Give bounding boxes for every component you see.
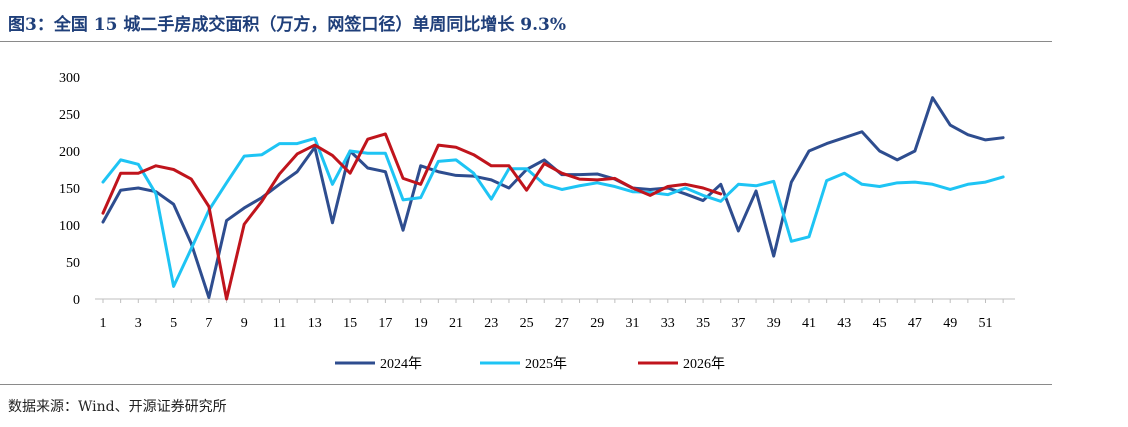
series-line-2 (101, 136, 1005, 288)
x-tick-label: 1 (100, 316, 107, 331)
x-tick-label: 39 (767, 316, 781, 331)
x-tick-label: 25 (520, 316, 534, 331)
series-line-1 (101, 96, 1005, 300)
x-tick-label: 9 (241, 316, 248, 331)
x-tick-label: 11 (273, 316, 286, 331)
x-tick-label: 47 (908, 316, 922, 331)
chart-legend: 2024年 2025年 2026年 (335, 356, 725, 372)
x-tick-label: 27 (555, 316, 569, 331)
y-tick-label: 150 (59, 182, 80, 197)
x-tick-label: 21 (449, 316, 463, 331)
x-tick-label: 31 (626, 316, 640, 331)
top-rule (0, 41, 1052, 42)
y-tick-label: 100 (59, 219, 80, 234)
x-tick-label: 17 (378, 316, 392, 331)
x-tick-label: 41 (802, 316, 816, 331)
legend-label: 2025年 (525, 356, 567, 372)
x-tick-label: 51 (979, 316, 993, 331)
series-line-3 (101, 132, 723, 301)
y-tick-label: 300 (59, 71, 80, 86)
chart-series (101, 96, 1005, 301)
x-tick-label: 37 (731, 316, 745, 331)
y-tick-label: 50 (66, 256, 80, 271)
legend-label: 2026年 (683, 356, 725, 372)
y-tick-label: 200 (59, 145, 80, 160)
x-tick-label: 13 (308, 316, 322, 331)
x-tick-label: 29 (590, 316, 604, 331)
bottom-rule (0, 384, 1052, 385)
x-tick-label: 5 (170, 316, 177, 331)
source-note: 数据来源：Wind、开源证券研究所 (8, 399, 227, 415)
legend-label: 2024年 (380, 356, 422, 372)
x-tick-label: 15 (343, 316, 357, 331)
x-tick-label: 43 (837, 316, 851, 331)
x-tick-label: 7 (205, 316, 212, 331)
chart-title: 图3：全国 15 城二手房成交面积（万方，网签口径）单周同比增长 9.3% (8, 15, 566, 35)
x-tick-label: 49 (943, 316, 957, 331)
x-tick-label: 3 (135, 316, 142, 331)
y-tick-label: 250 (59, 108, 80, 123)
y-tick-label: 0 (73, 293, 80, 308)
x-tick-label: 35 (696, 316, 710, 331)
x-tick-label: 19 (414, 316, 428, 331)
x-tick-label: 33 (661, 316, 675, 331)
x-tick-label: 45 (873, 316, 887, 331)
x-tick-label: 23 (484, 316, 498, 331)
